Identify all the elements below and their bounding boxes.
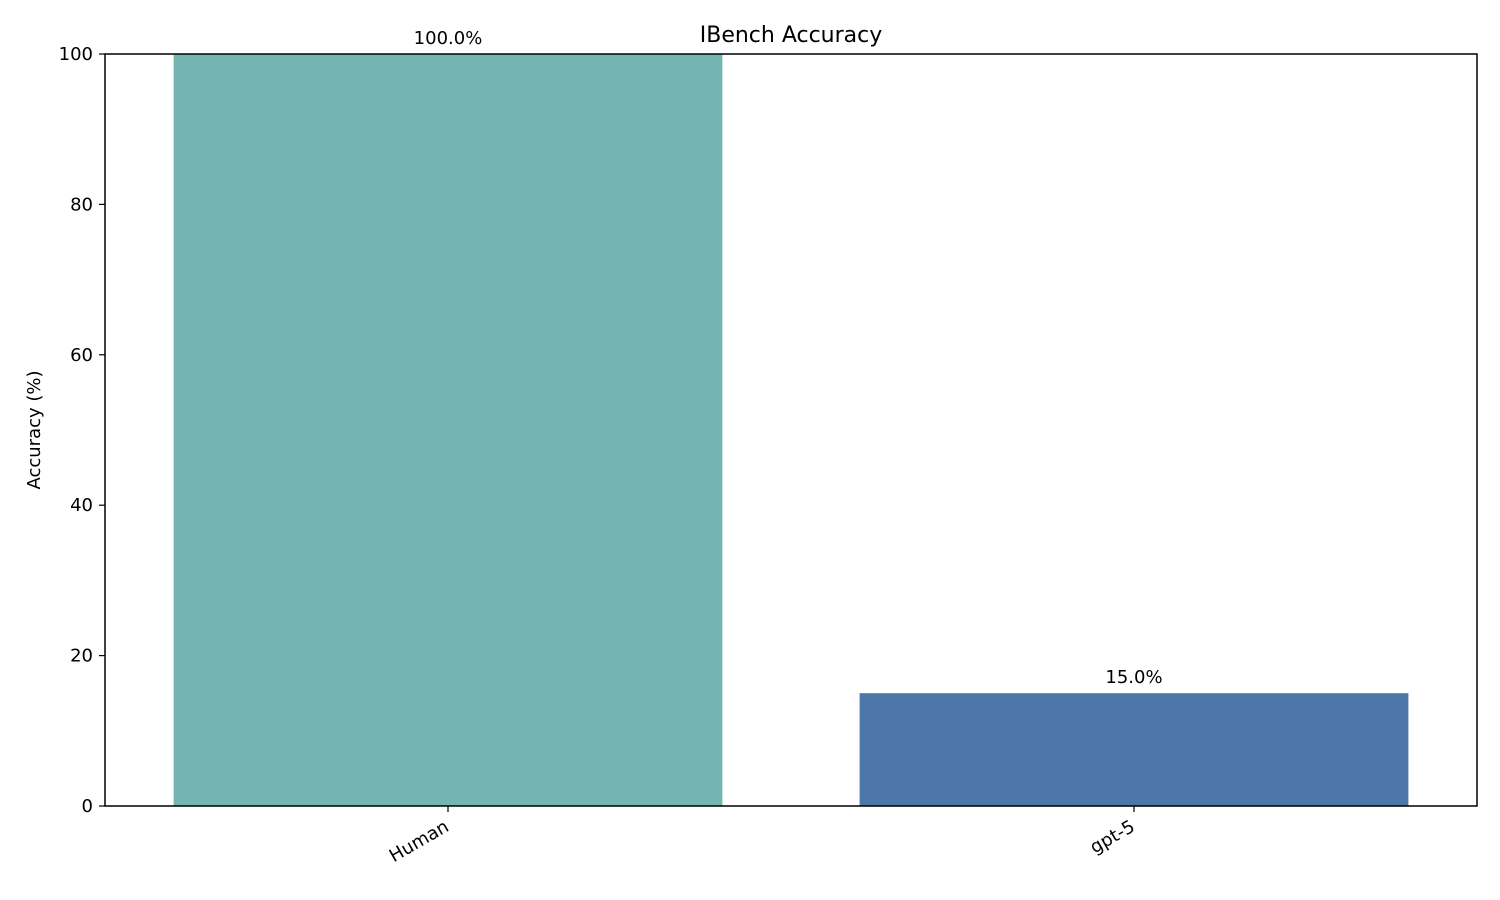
bars-layer: 100.0% 15.0% [173, 28, 1409, 806]
x-tick-label: gpt-5 [1087, 816, 1139, 858]
y-tick-label: 20 [70, 646, 93, 667]
data-label: 100.0% [414, 28, 483, 49]
y-tick-label: 40 [70, 495, 93, 516]
x-tick-label: Human [386, 816, 453, 867]
y-tick-label: 0 [82, 796, 93, 817]
y-axis-label: Accuracy (%) [24, 370, 45, 489]
y-tick-label: 60 [70, 345, 93, 366]
bar-human [173, 54, 723, 806]
y-axis: 0 20 40 60 80 100 [59, 44, 105, 817]
y-tick-label: 80 [70, 194, 93, 215]
data-label: 15.0% [1105, 667, 1162, 688]
bar-gpt-5 [859, 693, 1409, 806]
y-tick-label: 100 [59, 44, 93, 65]
plot-frame [104, 53, 1478, 807]
chart-title: IBench Accuracy [700, 23, 883, 48]
x-axis: Human gpt-5 [386, 806, 1139, 867]
